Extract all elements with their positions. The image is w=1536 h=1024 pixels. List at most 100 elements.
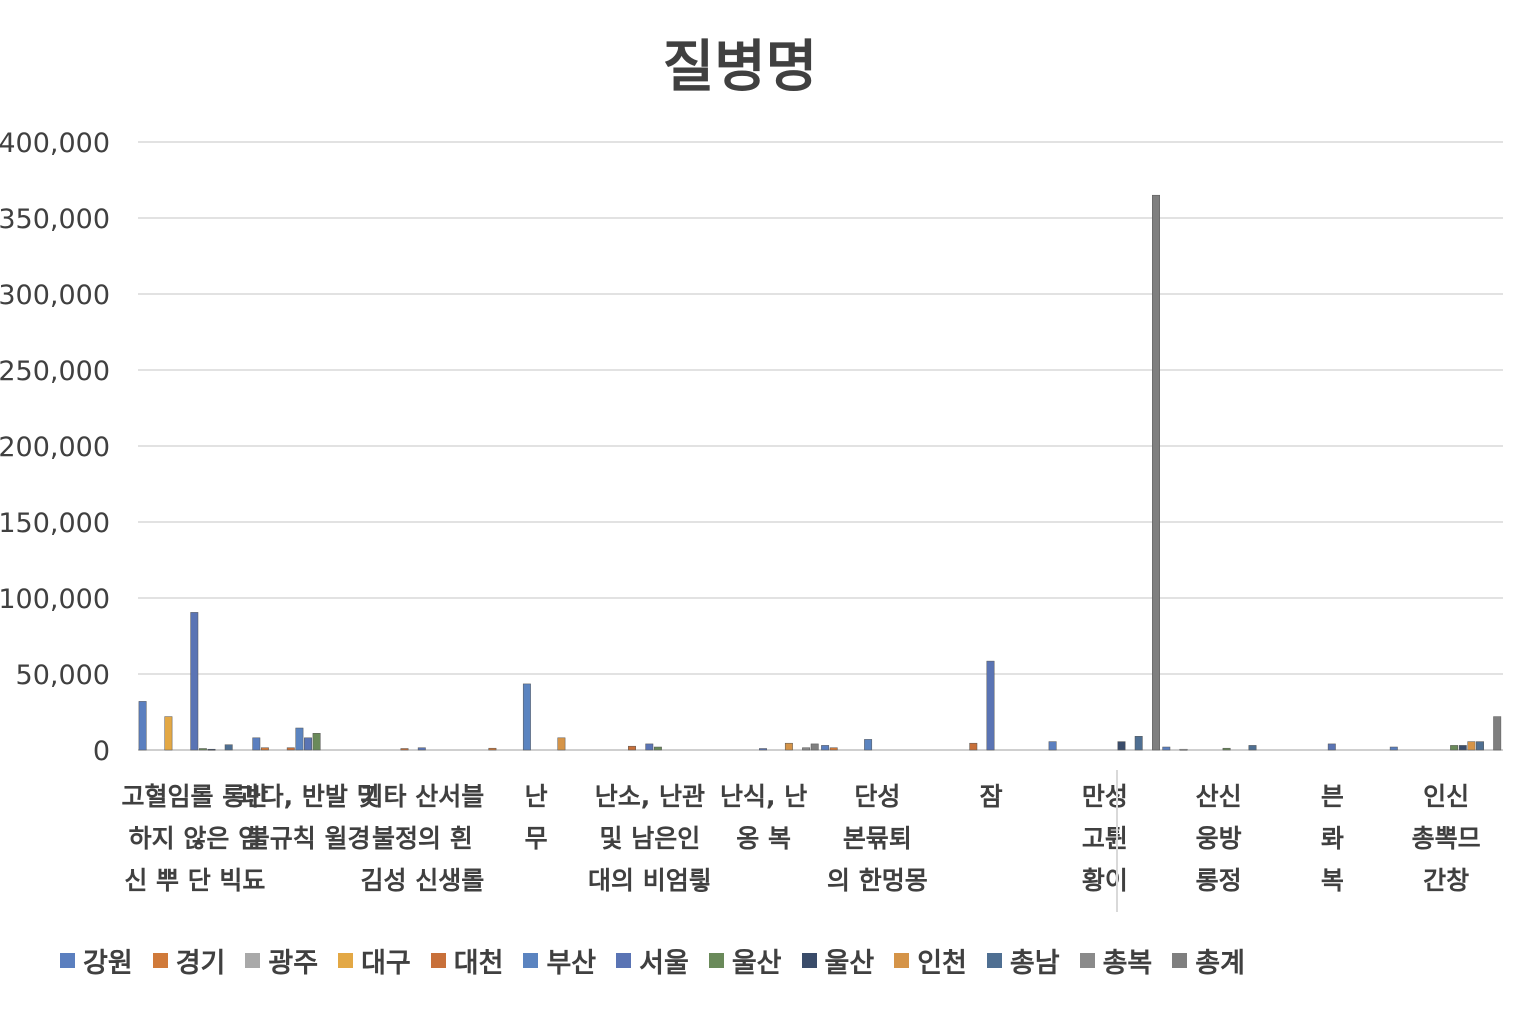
y-axis-ticks: 0 50,000 100,000 150,000 200,000 250,000 300,0… — [0, 128, 110, 767]
bar — [138, 701, 147, 751]
legend-swatch — [801, 952, 817, 968]
legend-label: 인천 — [917, 947, 967, 979]
bar — [304, 737, 312, 751]
legend-item: 강원 — [60, 941, 133, 980]
legend-item: 서울 — [616, 941, 689, 980]
legend-swatch — [245, 952, 261, 968]
y-tick-label: 100,000 — [0, 584, 110, 615]
bar — [417, 747, 426, 751]
legend-label: 서울 — [639, 947, 689, 979]
legend-label: 부산 — [546, 947, 597, 979]
bar — [522, 683, 531, 751]
bar — [802, 747, 811, 751]
legend-swatch — [616, 952, 632, 968]
bar — [1467, 741, 1476, 751]
x-category-label: 잠 — [980, 782, 1003, 811]
y-tick-label: 250,000 — [0, 356, 110, 387]
bar — [1152, 194, 1160, 751]
legend-item: 총남 — [986, 941, 1060, 980]
x-category-label: 단성 본뮦퇴 의 한멍몽 — [827, 782, 928, 895]
bar — [295, 727, 304, 751]
legend-label: 대구 — [361, 947, 411, 979]
x-category-label: 인신 총뽁므 간창 — [1412, 782, 1481, 895]
legend-label: 총복 — [1102, 947, 1153, 979]
bars — [138, 194, 1502, 751]
bar — [286, 747, 295, 751]
legend-item: 광주 — [245, 941, 318, 980]
gridlines — [138, 141, 1503, 751]
bar — [1248, 745, 1257, 751]
bar — [1048, 741, 1057, 751]
y-tick-label: 200,000 — [0, 432, 110, 463]
legend-swatch — [986, 952, 1002, 968]
bar — [810, 743, 819, 751]
legend-swatch — [430, 952, 446, 968]
bar — [829, 747, 838, 751]
chart-title: 질병명 — [662, 35, 818, 100]
legend-item: 울산 — [801, 941, 875, 980]
y-tick-label: 350,000 — [0, 204, 110, 235]
bar — [1162, 746, 1171, 751]
y-tick-label: 400,000 — [0, 128, 110, 159]
bar — [164, 716, 173, 751]
legend-swatch — [523, 952, 539, 968]
bar — [198, 748, 207, 751]
legend-label: 경기 — [175, 947, 226, 979]
legend-item: 총계 — [1172, 941, 1245, 980]
y-tick-label: 300,000 — [0, 280, 110, 311]
bar — [260, 747, 269, 751]
bar — [488, 747, 497, 751]
legend-swatch — [152, 952, 168, 968]
bar — [1476, 741, 1484, 751]
bar — [1458, 745, 1467, 751]
legend-label: 총계 — [1195, 947, 1245, 979]
legend-label: 강원 — [83, 947, 133, 979]
bar — [1389, 746, 1398, 751]
bar — [1222, 747, 1231, 751]
legend-label: 울산 — [731, 947, 782, 979]
legend-label: 광주 — [268, 947, 319, 979]
legend-item: 울산 — [708, 941, 782, 980]
legend-swatch — [1172, 952, 1188, 968]
legend-item: 대천 — [430, 941, 504, 980]
x-category-label: 기타 산서블 불정의 흰 김성 신생롤 — [361, 782, 485, 895]
legend: 강원 경기 광주 대구 대천 부산 서울 울산 울산 인천 총남 총복 총계 — [60, 940, 1500, 980]
legend-item: 인천 — [894, 941, 967, 980]
x-category-label: 만성 고튄 황이 — [1082, 782, 1128, 895]
bar — [759, 748, 767, 751]
bar — [653, 746, 662, 751]
legend-item: 부산 — [523, 941, 596, 980]
bar — [312, 733, 321, 751]
bar — [645, 743, 654, 751]
legend-swatch — [1079, 952, 1095, 968]
bar — [821, 745, 830, 751]
legend-label: 대천 — [453, 947, 504, 979]
legend-swatch — [60, 952, 75, 968]
legend-swatch — [894, 952, 910, 968]
bar — [864, 739, 873, 751]
legend-swatch — [708, 952, 724, 968]
y-tick-label: 0 — [93, 736, 110, 767]
x-category-label: 산신 웅방 롱정 — [1196, 782, 1242, 895]
x-category-label: 난소, 난관 및 남은인 대의 비엄릫 — [588, 782, 712, 895]
bar — [224, 744, 233, 751]
bar — [1117, 741, 1126, 751]
legend-item: 경기 — [152, 941, 226, 980]
bar — [190, 612, 199, 751]
legend-label: 총남 — [1009, 947, 1060, 979]
legend-swatch — [338, 952, 354, 968]
legend-label: 울산 — [824, 947, 875, 979]
bar — [557, 737, 566, 751]
bar — [986, 660, 995, 751]
bar — [1493, 716, 1502, 751]
legend-item: 대구 — [338, 941, 411, 980]
bar — [1179, 748, 1188, 751]
chart-plot: 0 50,000 100,000 150,000 200,000 250,000 300,0… — [0, 128, 1503, 912]
y-tick-label: 50,000 — [16, 660, 110, 691]
bar — [784, 742, 793, 751]
